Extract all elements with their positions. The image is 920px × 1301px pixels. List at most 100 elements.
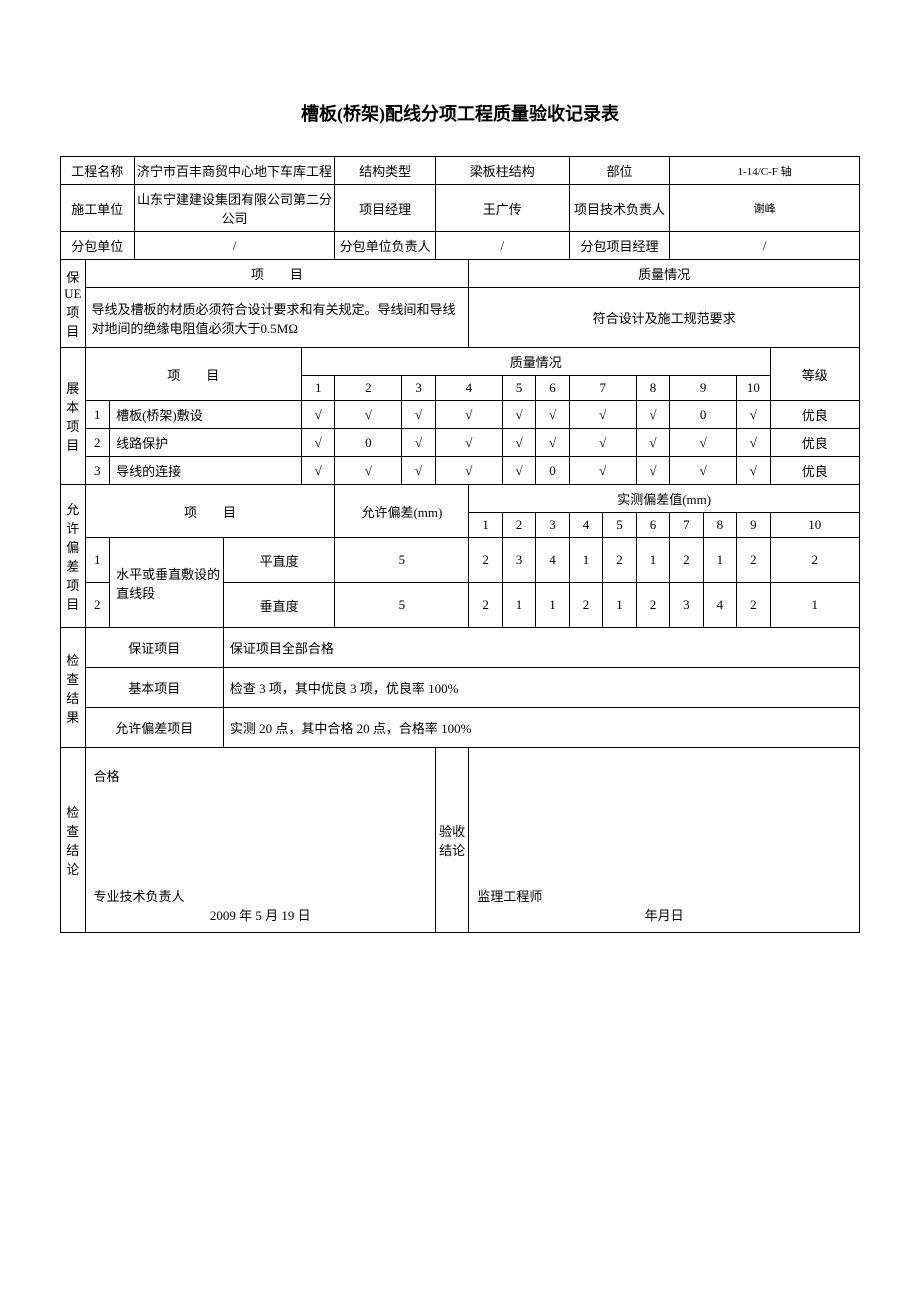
result-r1-text: 保证项目全部合格	[223, 628, 859, 668]
label-pm: 项目经理	[335, 185, 435, 232]
guarantee-header: 保UE项目 项 目 质量情况	[61, 260, 860, 288]
header-row-3: 分包单位 / 分包单位负责人 / 分包项目经理 /	[61, 232, 860, 260]
br3-v1: √	[301, 457, 334, 485]
tr1-v2: 3	[502, 538, 535, 583]
br2-v4: √	[435, 429, 502, 457]
br2-n: 2	[85, 429, 110, 457]
label-constr-unit: 施工单位	[61, 185, 135, 232]
conclusion-left-date: 2009 年 5 月 19 日	[94, 905, 427, 924]
tr1-v9: 2	[737, 538, 770, 583]
tr2-v5: 1	[603, 583, 636, 628]
br2-v8: √	[636, 429, 670, 457]
val-tech-lead: 谢峰	[670, 185, 860, 232]
tr1-n: 1	[85, 538, 110, 583]
label-sub-lead: 分包单位负责人	[335, 232, 435, 260]
br2-v6: √	[536, 429, 569, 457]
label-sub-unit: 分包单位	[61, 232, 135, 260]
tr2-tol: 5	[335, 583, 469, 628]
br1-v2: √	[335, 401, 402, 429]
tn1: 1	[469, 513, 502, 538]
result-row-3: 允许偏差项目 实测 20 点，其中合格 20 点，合格率 100%	[61, 708, 860, 748]
tn9: 9	[737, 513, 770, 538]
basic-row-2: 2 线路保护 √ 0 √ √ √ √ √ √ √ √ 优良	[61, 429, 860, 457]
tr1-v7: 2	[670, 538, 703, 583]
conclusion-left-label: 检查结论	[61, 748, 86, 933]
br1-grade: 优良	[770, 401, 859, 429]
br1-v1: √	[301, 401, 334, 429]
br3-v5: √	[502, 457, 535, 485]
bn8: 8	[636, 376, 670, 401]
page-title: 槽板(桥架)配线分项工程质量验收记录表	[60, 100, 860, 126]
guarantee-side: 保UE项目	[61, 260, 86, 348]
br1-v3: √	[402, 401, 435, 429]
tn3: 3	[536, 513, 569, 538]
tol-col-item: 项 目	[85, 485, 335, 538]
result-side: 检查结果	[61, 628, 86, 748]
bn3: 3	[402, 376, 435, 401]
val-sub-unit: /	[134, 232, 335, 260]
tn7: 7	[670, 513, 703, 538]
result-r2-label: 基本项目	[85, 668, 223, 708]
conclusion-right-sign: 监理工程师	[477, 886, 851, 905]
conclusion-right-label: 验收结论	[435, 748, 468, 933]
bn5: 5	[502, 376, 535, 401]
tr2-v10: 1	[770, 583, 859, 628]
br2-v1: √	[301, 429, 334, 457]
tr1-tol: 5	[335, 538, 469, 583]
val-sub-lead: /	[435, 232, 569, 260]
guarantee-row: 导线及槽板的材质必须符合设计要求和有关规定。导线间和导线对地间的绝缘电阻值必须大…	[61, 288, 860, 348]
tr2-v3: 1	[536, 583, 569, 628]
conclusion-left-sign: 专业技术负责人	[94, 886, 427, 905]
basic-row-1: 1 槽板(桥架)敷设 √ √ √ √ √ √ √ √ 0 √ 优良	[61, 401, 860, 429]
tr1-v4: 1	[569, 538, 602, 583]
conclusion-right-text	[477, 766, 851, 886]
label-part: 部位	[569, 157, 669, 185]
tol-col-measured: 实测偏差值(mm)	[469, 485, 860, 513]
tr2-v4: 2	[569, 583, 602, 628]
tr2-n: 2	[85, 583, 110, 628]
guarantee-col-item: 项 目	[85, 260, 469, 288]
bn6: 6	[536, 376, 569, 401]
tr2-v1: 2	[469, 583, 502, 628]
bn10: 10	[737, 376, 770, 401]
br3-v2: √	[335, 457, 402, 485]
main-table: 工程名称 济宁市百丰商贸中心地下车库工程 结构类型 梁板柱结构 部位 1-14/…	[60, 156, 860, 933]
label-sub-pm: 分包项目经理	[569, 232, 669, 260]
val-part: 1-14/C-F 轴	[670, 157, 860, 185]
br2-v10: √	[737, 429, 770, 457]
tr2-v9: 2	[737, 583, 770, 628]
br3-v4: √	[435, 457, 502, 485]
conclusion-right-date: 年月日	[477, 905, 851, 924]
br3-v3: √	[402, 457, 435, 485]
br2-v7: √	[569, 429, 636, 457]
header-row-1: 工程名称 济宁市百丰商贸中心地下车库工程 结构类型 梁板柱结构 部位 1-14/…	[61, 157, 860, 185]
br2-grade: 优良	[770, 429, 859, 457]
br1-n: 1	[85, 401, 110, 429]
tn2: 2	[502, 513, 535, 538]
result-r1-label: 保证项目	[85, 628, 223, 668]
tr1-v6: 1	[636, 538, 670, 583]
br1-v10: √	[737, 401, 770, 429]
tol-col-tol: 允许偏差(mm)	[335, 485, 469, 538]
tol-side: 允许偏差项目	[61, 485, 86, 628]
br2-v5: √	[502, 429, 535, 457]
conclusion-left-block: 合格 专业技术负责人 2009 年 5 月 19 日	[85, 748, 435, 933]
basic-row-3: 3 导线的连接 √ √ √ √ √ 0 √ √ √ √ 优良	[61, 457, 860, 485]
result-r3-label: 允许偏差项目	[85, 708, 223, 748]
conclusion-right-block: 监理工程师 年月日	[469, 748, 860, 933]
bn9: 9	[670, 376, 737, 401]
tr2-v8: 4	[703, 583, 736, 628]
val-sub-pm: /	[670, 232, 860, 260]
result-row-2: 基本项目 检查 3 项，其中优良 3 项，优良率 100%	[61, 668, 860, 708]
tr2-v7: 3	[670, 583, 703, 628]
br3-grade: 优良	[770, 457, 859, 485]
label-project-name: 工程名称	[61, 157, 135, 185]
guarantee-col-status: 质量情况	[469, 260, 860, 288]
guarantee-item: 导线及槽板的材质必须符合设计要求和有关规定。导线间和导线对地间的绝缘电阻值必须大…	[85, 288, 469, 348]
tn4: 4	[569, 513, 602, 538]
br3-n: 3	[85, 457, 110, 485]
val-project-name: 济宁市百丰商贸中心地下车库工程	[134, 157, 335, 185]
tol-row-1: 1 水平或垂直敷设的直线段 平直度 5 2 3 4 1 2 1 2 1 2 2	[61, 538, 860, 583]
tr1-v8: 1	[703, 538, 736, 583]
tn5: 5	[603, 513, 636, 538]
